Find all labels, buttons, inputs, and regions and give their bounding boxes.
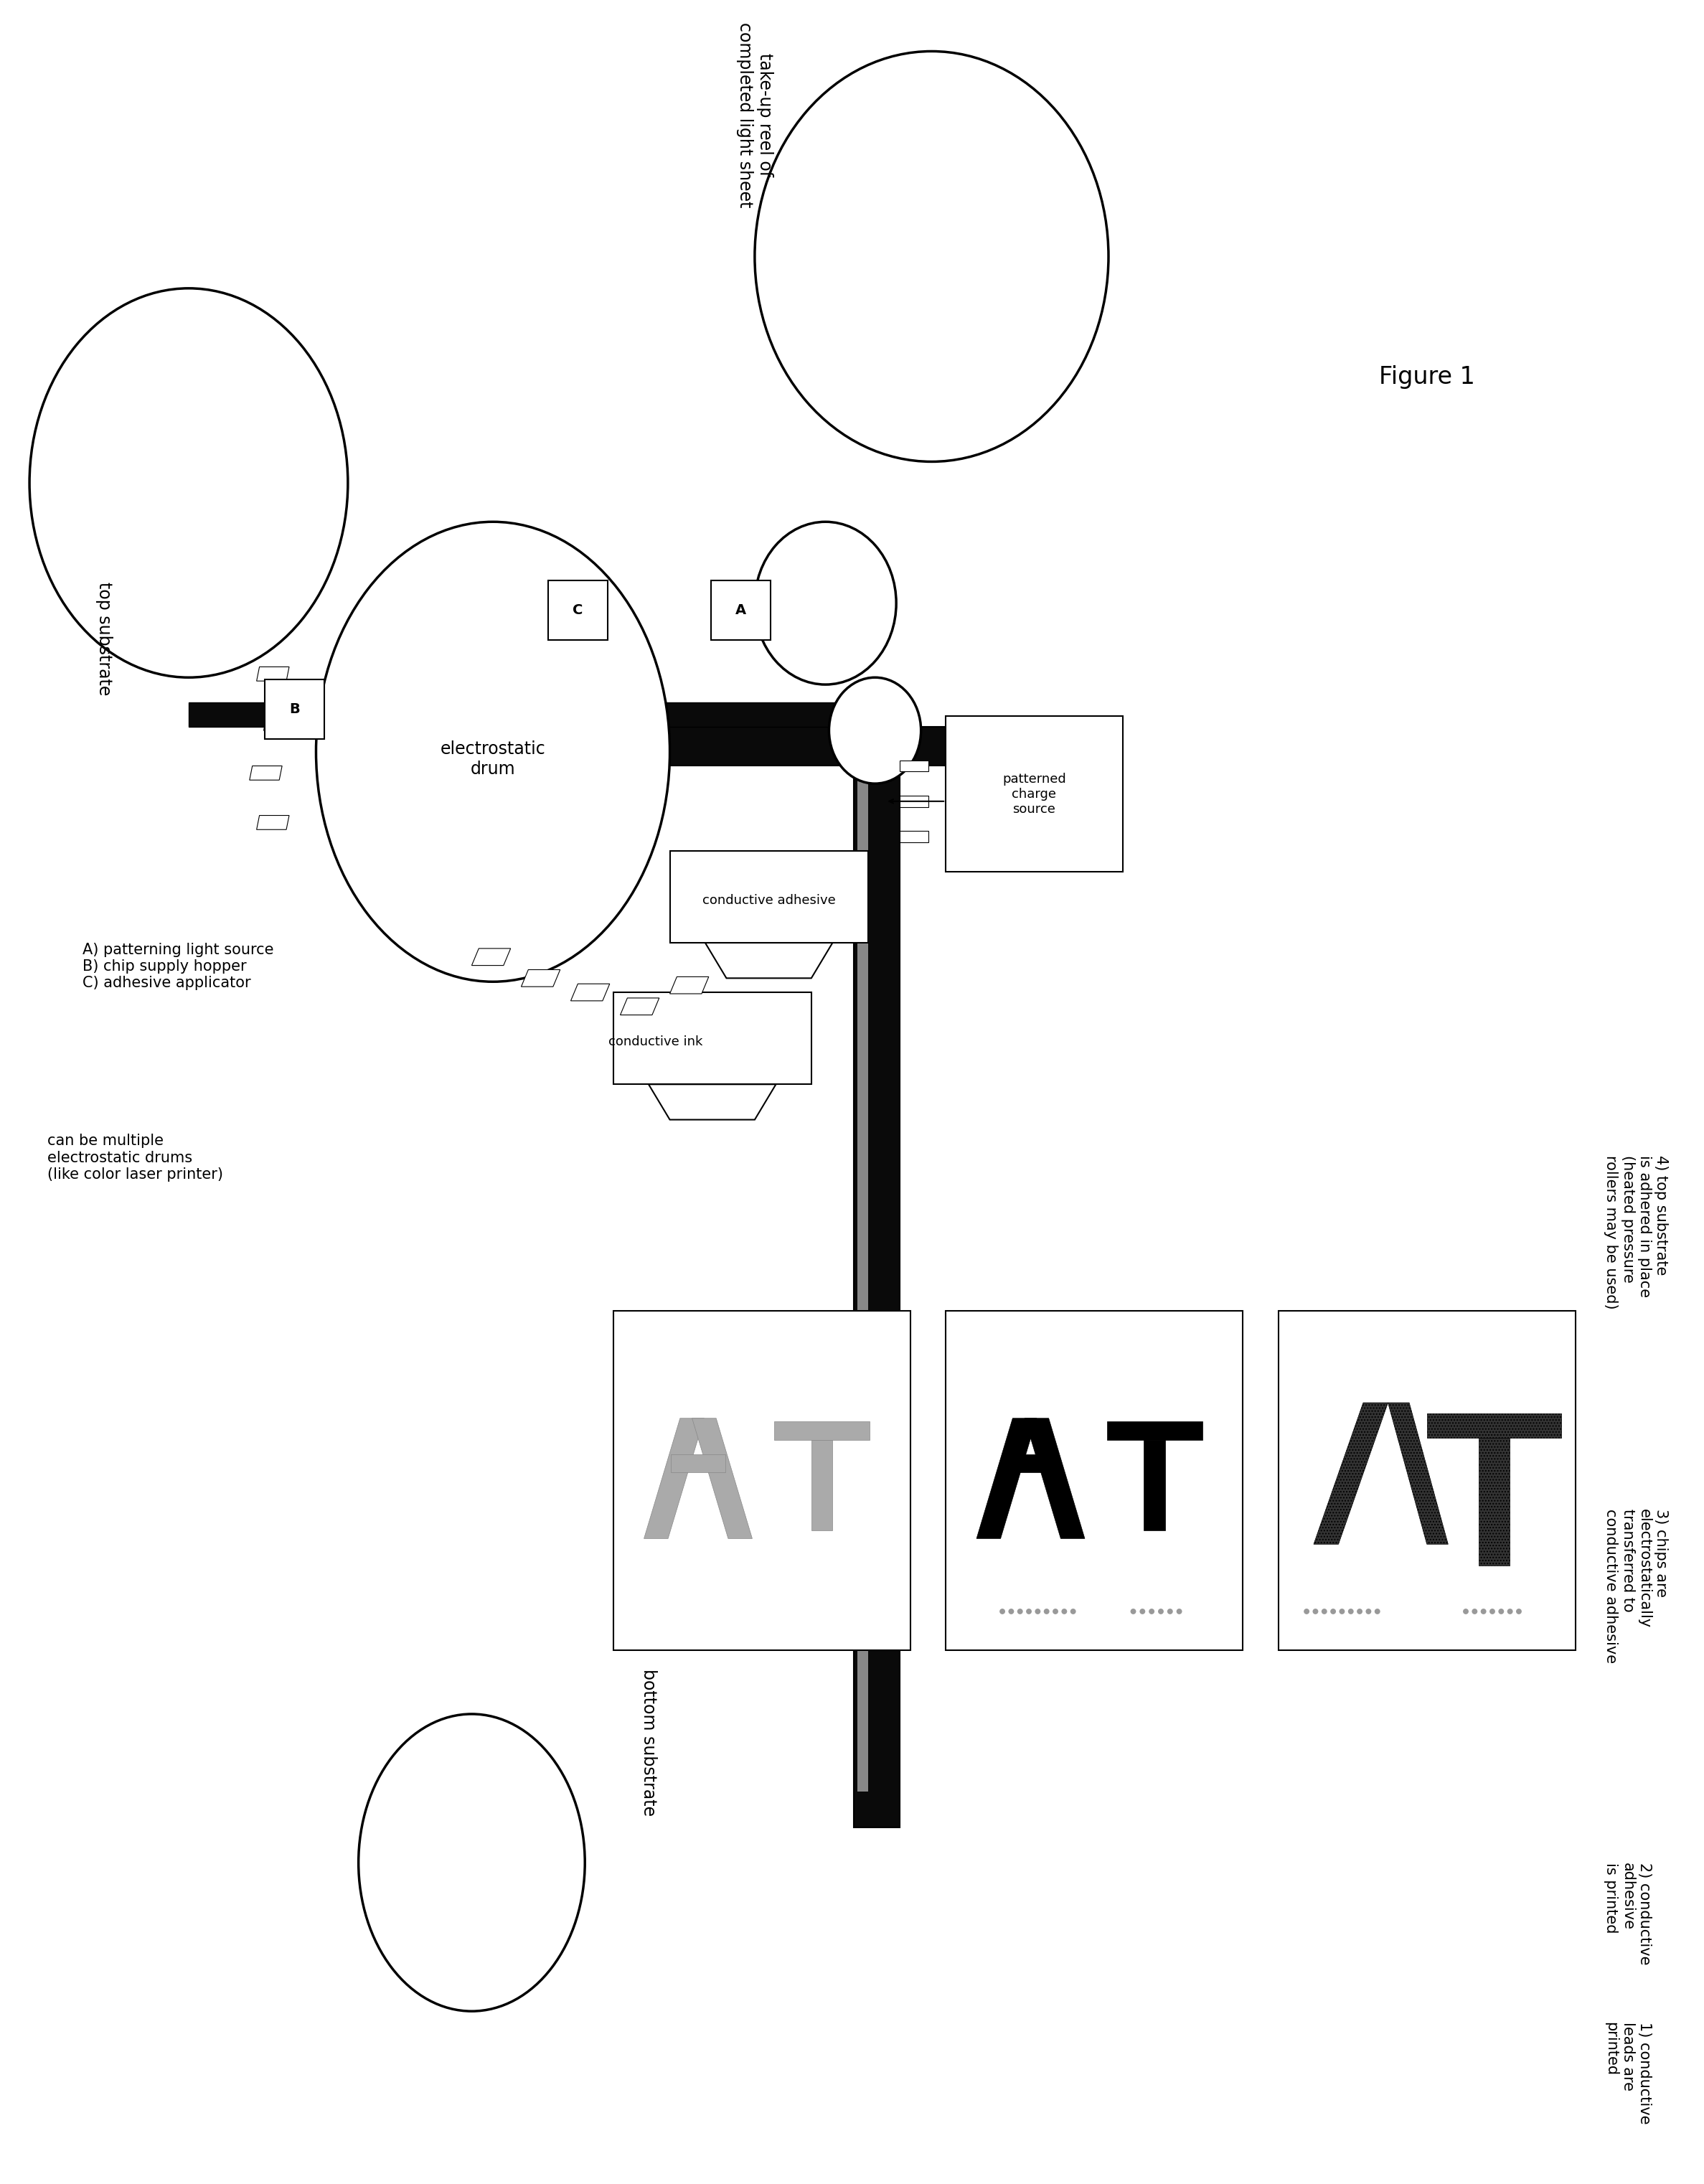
Bar [613, 992, 811, 1083]
Polygon shape [1004, 1455, 1058, 1472]
Circle shape [1517, 1610, 1522, 1614]
Polygon shape [705, 943, 833, 978]
Circle shape [1130, 1610, 1137, 1614]
Circle shape [1375, 1610, 1380, 1614]
Polygon shape [521, 970, 561, 987]
Circle shape [1070, 1610, 1075, 1614]
Polygon shape [854, 729, 900, 1828]
Circle shape [1498, 1610, 1505, 1614]
Text: 3) chips are
electrostatically
transferred to
conductive adhesive: 3) chips are electrostatically transferr… [1603, 1509, 1668, 1664]
Polygon shape [644, 1417, 704, 1538]
Text: C: C [573, 603, 583, 618]
Text: Figure 1: Figure 1 [1379, 365, 1476, 389]
Bar [266, 679, 324, 738]
Polygon shape [1143, 1439, 1166, 1531]
Bar [900, 830, 929, 843]
Circle shape [1339, 1610, 1344, 1614]
Polygon shape [472, 948, 511, 965]
Polygon shape [811, 1439, 833, 1531]
Ellipse shape [830, 677, 920, 784]
Text: take-up reel of
completed light sheet: take-up reel of completed light sheet [736, 22, 774, 207]
Text: A: A [734, 603, 746, 618]
Circle shape [1508, 1610, 1513, 1614]
Polygon shape [774, 1422, 869, 1439]
Ellipse shape [315, 522, 670, 981]
Text: conductive ink: conductive ink [608, 1035, 702, 1048]
Bar [1278, 1310, 1576, 1651]
Circle shape [1140, 1610, 1145, 1614]
Bar [670, 852, 867, 943]
Text: conductive adhesive: conductive adhesive [702, 893, 835, 906]
Text: can be multiple
electrostatic drums
(like color laser printer): can be multiple electrostatic drums (lik… [48, 1133, 223, 1182]
Circle shape [1148, 1610, 1155, 1614]
Circle shape [1034, 1610, 1041, 1614]
Text: electrostatic
drum: electrostatic drum [440, 740, 545, 778]
Circle shape [1000, 1610, 1005, 1614]
Polygon shape [257, 815, 290, 830]
Polygon shape [571, 983, 610, 1000]
Circle shape [1322, 1610, 1327, 1614]
Polygon shape [1426, 1413, 1561, 1437]
Ellipse shape [358, 1714, 584, 2011]
Ellipse shape [755, 522, 896, 684]
Polygon shape [1389, 1402, 1448, 1544]
Circle shape [1026, 1610, 1031, 1614]
Polygon shape [976, 1417, 1036, 1538]
Polygon shape [257, 666, 290, 681]
Circle shape [1481, 1610, 1486, 1614]
Circle shape [1167, 1610, 1172, 1614]
Circle shape [1489, 1610, 1494, 1614]
Polygon shape [1106, 1422, 1203, 1439]
Circle shape [1464, 1610, 1469, 1614]
Circle shape [1312, 1610, 1319, 1614]
Circle shape [1159, 1610, 1164, 1614]
Bar [711, 581, 770, 640]
Polygon shape [692, 1417, 751, 1538]
Text: B: B [290, 703, 300, 716]
Polygon shape [189, 703, 861, 727]
Circle shape [1304, 1610, 1309, 1614]
Polygon shape [857, 767, 867, 1791]
Bar [900, 795, 929, 806]
Polygon shape [1314, 1402, 1389, 1544]
Circle shape [1176, 1610, 1183, 1614]
Circle shape [1348, 1610, 1353, 1614]
Bar [946, 716, 1123, 871]
Bar [900, 760, 929, 771]
Polygon shape [249, 767, 283, 780]
Text: patterned
charge
source: patterned charge source [1002, 773, 1067, 815]
Circle shape [1356, 1610, 1363, 1614]
Text: 1) conductive
leads are
printed: 1) conductive leads are printed [1603, 2022, 1651, 2125]
Bar [946, 1310, 1242, 1651]
Circle shape [1009, 1610, 1014, 1614]
Text: top substrate: top substrate [95, 581, 112, 695]
Polygon shape [671, 1455, 726, 1472]
Circle shape [1472, 1610, 1477, 1614]
Polygon shape [472, 727, 1038, 767]
Circle shape [1053, 1610, 1058, 1614]
Circle shape [1331, 1610, 1336, 1614]
Circle shape [1045, 1610, 1050, 1614]
Bar [613, 1310, 910, 1651]
Circle shape [1365, 1610, 1372, 1614]
Ellipse shape [29, 288, 348, 677]
Text: A) patterning light source
B) chip supply hopper
C) adhesive applicator: A) patterning light source B) chip suppl… [82, 943, 274, 989]
Text: 4) top substrate
is adhered in place
(heated pressure
rollers may be used): 4) top substrate is adhered in place (he… [1603, 1155, 1668, 1308]
Circle shape [1062, 1610, 1067, 1614]
Text: 2) conductive
adhesive
is printed: 2) conductive adhesive is printed [1603, 1863, 1651, 1966]
Text: bottom substrate: bottom substrate [641, 1669, 658, 1815]
Circle shape [1017, 1610, 1022, 1614]
Polygon shape [670, 976, 709, 994]
Polygon shape [620, 998, 659, 1016]
Polygon shape [649, 1083, 775, 1120]
Polygon shape [264, 716, 296, 729]
Polygon shape [1479, 1437, 1510, 1566]
Bar [549, 581, 608, 640]
Polygon shape [1024, 1417, 1085, 1538]
Ellipse shape [755, 50, 1109, 461]
